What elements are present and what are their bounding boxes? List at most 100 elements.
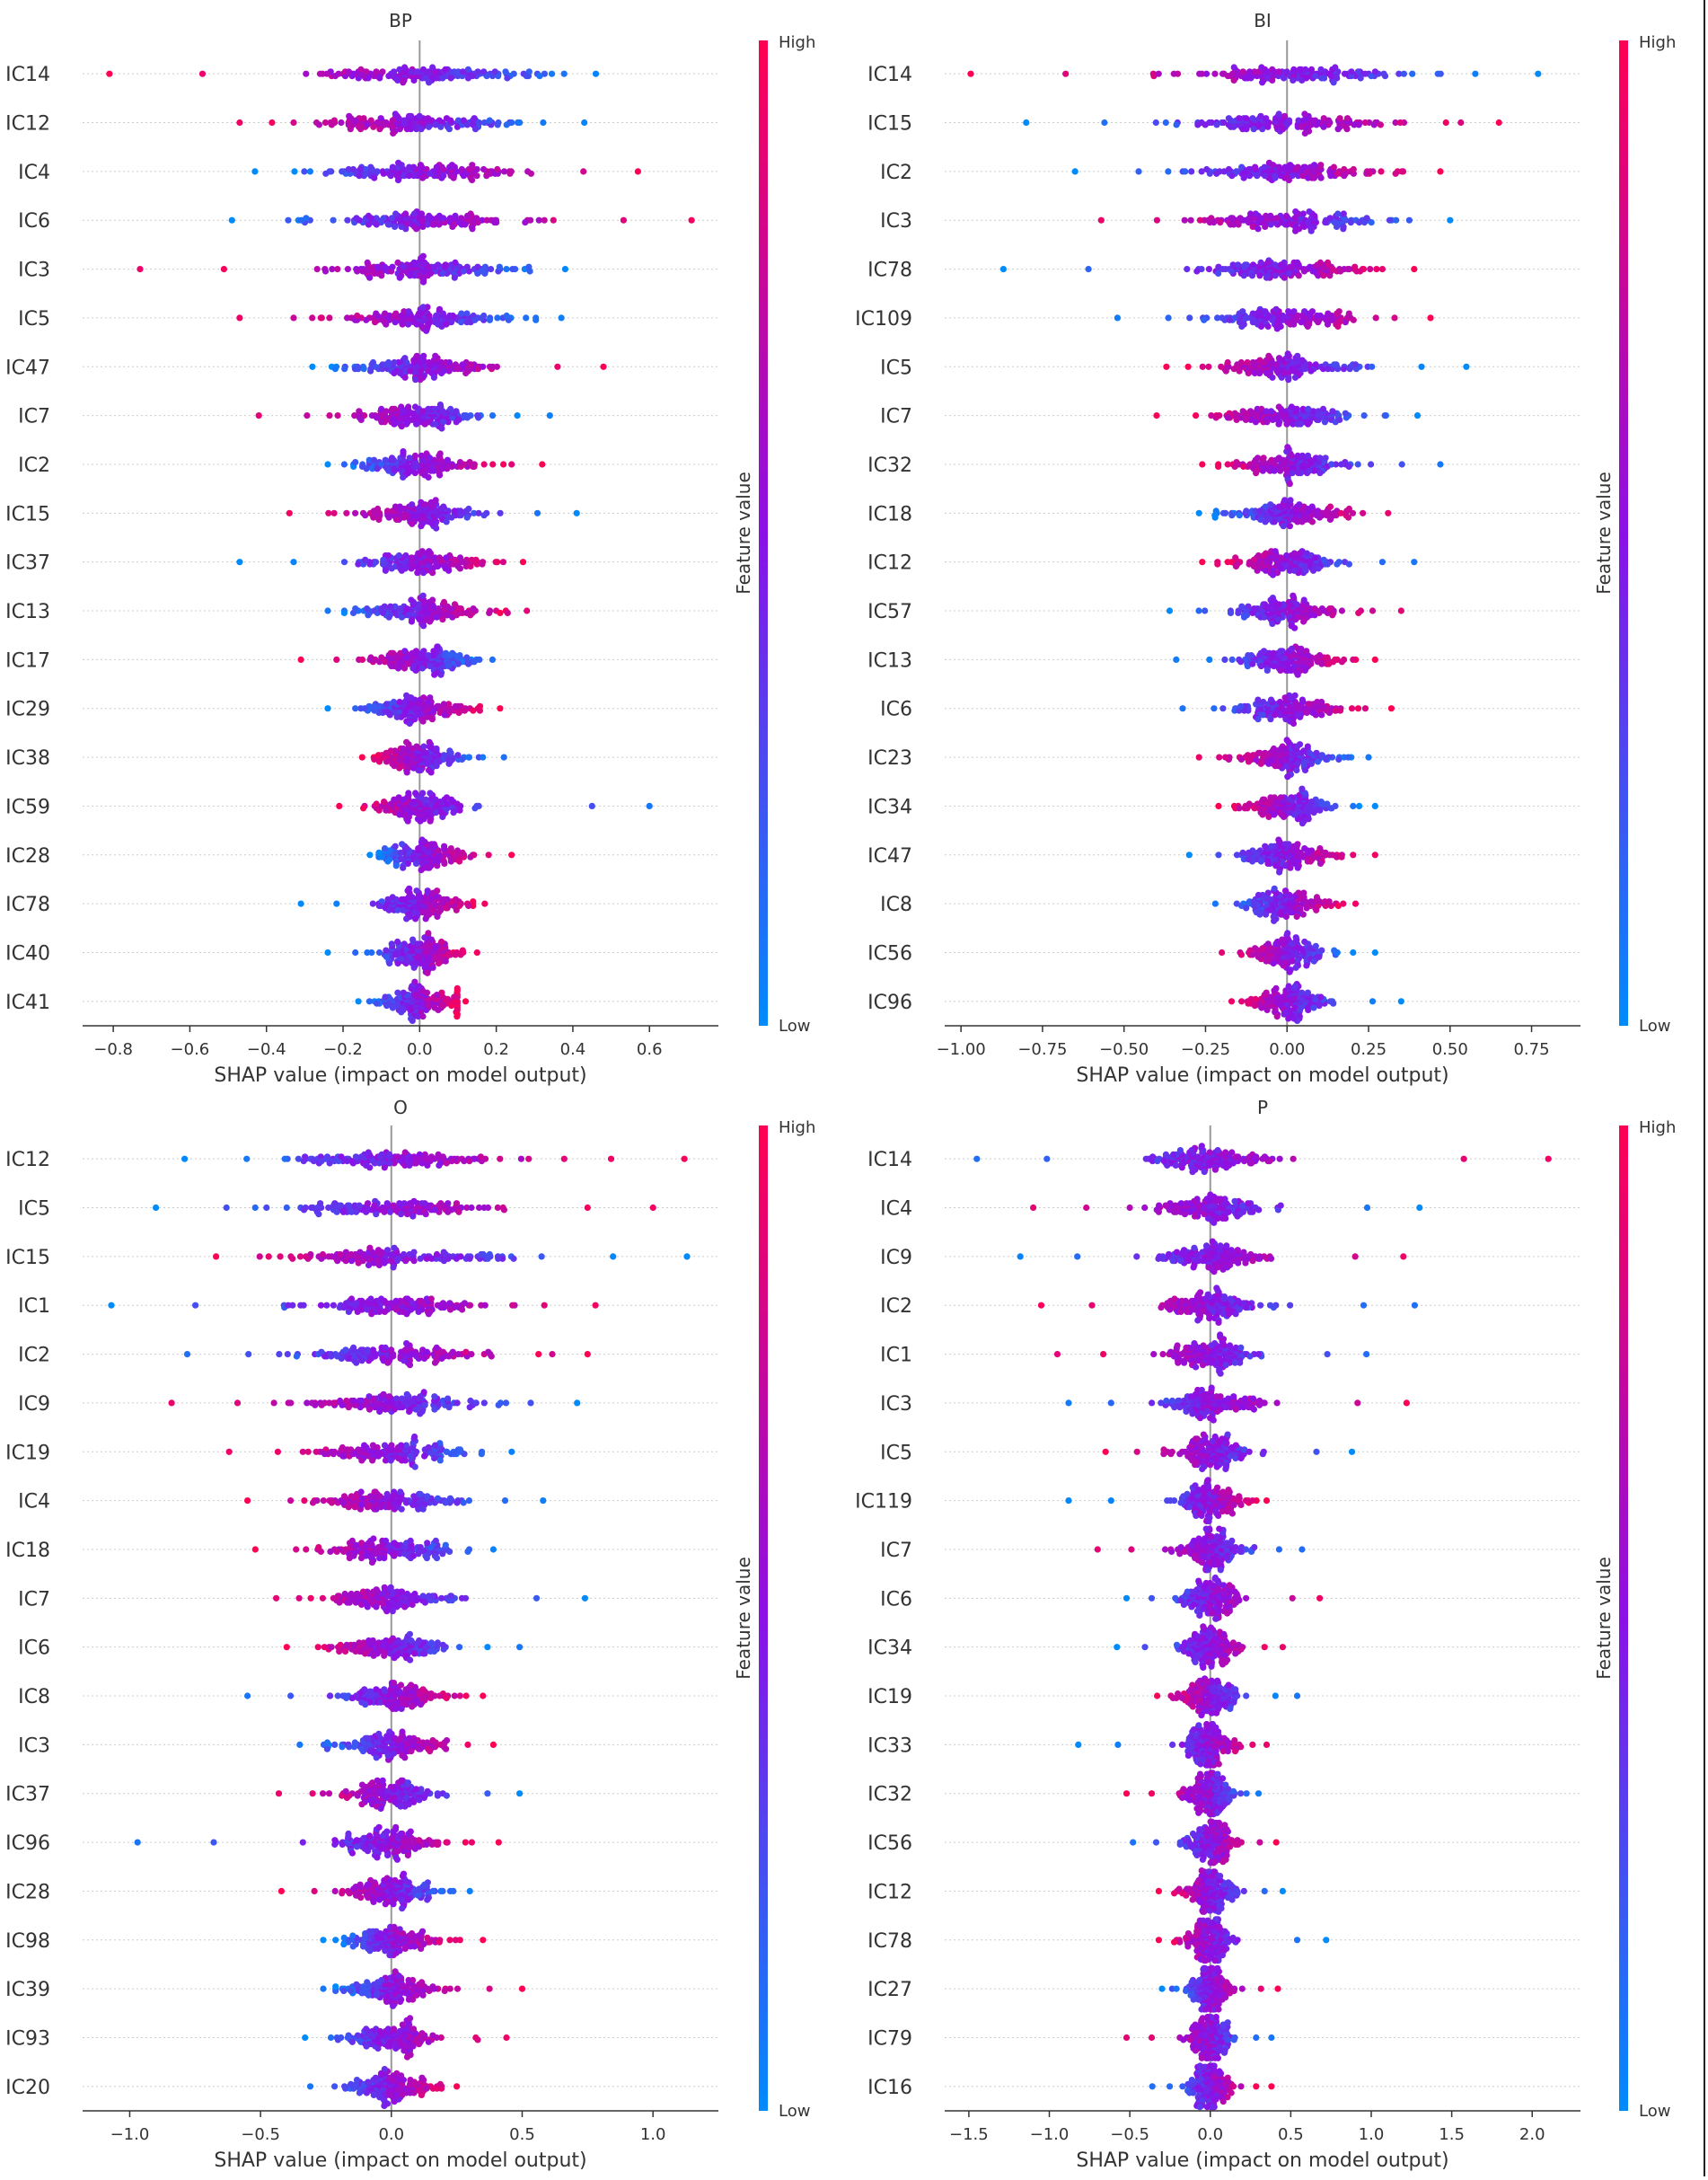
shap-dot	[523, 314, 529, 321]
shap-dot	[441, 843, 447, 850]
shap-dot	[1243, 126, 1249, 132]
shap-dot	[405, 661, 411, 667]
shap-dot	[357, 66, 364, 73]
shap-dot	[236, 314, 242, 321]
shap-dot	[1367, 266, 1373, 272]
shap-dot	[352, 118, 358, 124]
shap-dot	[1272, 68, 1278, 75]
shap-dot	[401, 264, 407, 270]
shap-dot	[402, 417, 409, 423]
shap-dot	[451, 993, 457, 1000]
shap-dot	[405, 470, 411, 476]
shap-dot	[1316, 417, 1322, 423]
shap-dot	[1379, 559, 1386, 565]
shap-dot	[494, 364, 500, 370]
shap-dot	[463, 654, 470, 660]
feature-label: IC2	[880, 162, 912, 184]
shap-dot	[1322, 419, 1328, 425]
shap-dot	[1316, 470, 1323, 476]
shap-dot	[350, 166, 357, 172]
shap-dot	[501, 168, 507, 174]
shap-dot	[1225, 461, 1231, 467]
shap-dot	[409, 410, 416, 417]
shap-dot	[399, 614, 405, 621]
shap-dot	[1156, 71, 1162, 77]
shap-dot	[1411, 559, 1417, 565]
shap-dot	[433, 809, 439, 816]
shap-dot	[1226, 115, 1232, 121]
shap-dot	[1343, 410, 1349, 417]
shap-dot	[391, 457, 397, 463]
shap-dot	[1163, 119, 1169, 126]
colorbar-low-label: Low	[779, 1017, 810, 1036]
shap-dot	[461, 268, 467, 274]
shap-dot	[1242, 75, 1248, 81]
shap-dot	[394, 172, 401, 179]
feature-label: IC6	[18, 210, 50, 233]
shap-dot	[405, 790, 411, 796]
shap-dot	[475, 510, 481, 516]
shap-dot	[1325, 322, 1331, 328]
shap-dot	[1284, 444, 1290, 450]
shap-dot	[1406, 217, 1413, 224]
shap-dot	[392, 504, 399, 510]
shap-dot	[561, 71, 568, 77]
shap-dot	[373, 68, 379, 75]
shap-dot	[1222, 510, 1228, 516]
shap-dot	[457, 565, 463, 571]
shap-dot	[516, 119, 523, 126]
shap-dot	[387, 711, 393, 718]
shap-dot	[380, 557, 386, 563]
shap-dot	[359, 657, 365, 663]
shap-dot	[407, 1007, 413, 1013]
shap-dot	[440, 419, 446, 425]
shap-dot	[1356, 121, 1362, 128]
shap-dot	[403, 654, 409, 660]
shap-dot	[464, 213, 471, 219]
shap-dot	[410, 799, 417, 805]
shap-dot	[1211, 71, 1218, 77]
shap-dot	[472, 126, 479, 132]
shap-dot	[470, 73, 476, 79]
shap-dot	[1267, 213, 1273, 219]
x-tick-label: −0.2	[323, 1040, 363, 1059]
shap-dot	[402, 210, 409, 216]
shap-dot	[324, 461, 330, 467]
shap-dot	[401, 64, 408, 70]
shap-dot	[414, 68, 420, 75]
shap-dot	[1258, 323, 1264, 330]
shap-dot	[1287, 481, 1293, 487]
shap-dot	[429, 596, 436, 603]
shap-dot	[438, 370, 445, 376]
shap-dot	[403, 693, 409, 699]
x-tick-label: −0.4	[247, 1040, 286, 1059]
shap-dot	[1263, 275, 1270, 281]
shap-dot	[1283, 421, 1290, 428]
shap-dot	[400, 865, 406, 871]
shap-dot	[488, 266, 494, 272]
shap-dot	[136, 266, 143, 272]
shap-dot	[402, 552, 409, 559]
shap-dot	[1098, 217, 1105, 224]
shap-dot	[469, 225, 475, 232]
shap-dot	[426, 124, 432, 130]
shap-dot	[405, 308, 411, 314]
shap-dot	[1352, 361, 1359, 367]
shap-dot	[356, 408, 362, 414]
shap-dot	[445, 663, 452, 669]
shap-dot	[394, 990, 401, 996]
shap-dot	[326, 412, 332, 419]
shap-dot	[487, 317, 493, 323]
shap-dot	[438, 939, 445, 945]
shap-dot	[1357, 268, 1363, 274]
shap-dot	[392, 359, 398, 366]
shap-dot	[1496, 119, 1502, 126]
shap-dot	[1000, 266, 1007, 272]
shap-dot	[400, 474, 406, 481]
shap-dot	[497, 705, 503, 711]
shap-dot	[1246, 68, 1253, 75]
shap-dot	[1305, 323, 1311, 330]
shap-dot	[1214, 561, 1220, 568]
shap-dot	[404, 769, 410, 775]
shap-dot	[221, 266, 227, 272]
